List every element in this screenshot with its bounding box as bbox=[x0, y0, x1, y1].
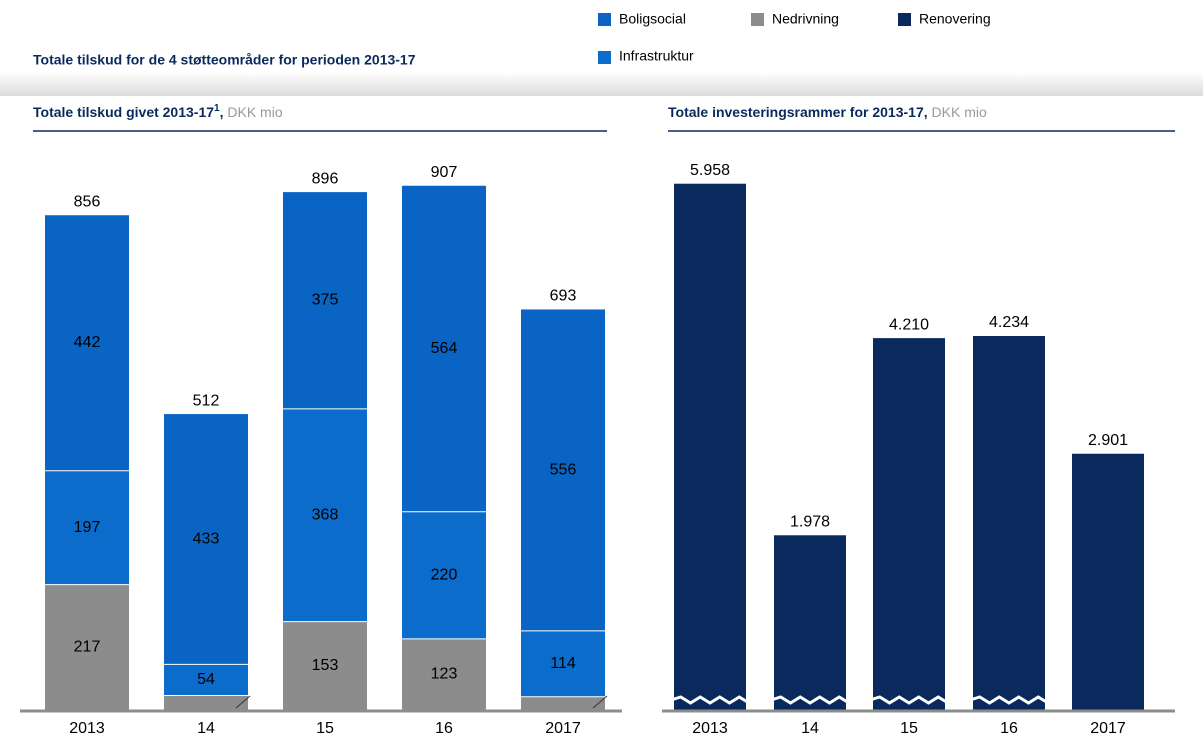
legend-label: Infrastruktur bbox=[619, 48, 694, 64]
total-label: 907 bbox=[431, 164, 458, 181]
x-tick-label: 2017 bbox=[545, 720, 581, 737]
x-tick-label: 16 bbox=[1000, 720, 1018, 737]
bar-segment bbox=[283, 408, 367, 622]
axis-break bbox=[969, 695, 1049, 705]
bar-segment bbox=[164, 695, 248, 710]
legend-swatch bbox=[598, 51, 611, 64]
x-tick-label: 2017 bbox=[1090, 720, 1126, 737]
data-label: 220 bbox=[431, 567, 458, 584]
bar-segment bbox=[283, 621, 367, 710]
bar-segment bbox=[402, 185, 486, 512]
data-label: 556 bbox=[550, 461, 577, 478]
legend-swatch bbox=[898, 13, 911, 26]
break-slash bbox=[235, 695, 251, 709]
x-tick-label: 15 bbox=[900, 720, 918, 737]
x-tick-label: 2013 bbox=[692, 720, 728, 737]
legend-swatch bbox=[598, 13, 611, 26]
panel-title: Totale investeringsrammer for 2013-17, D… bbox=[668, 104, 987, 120]
bar bbox=[774, 535, 846, 710]
data-label: 564 bbox=[431, 340, 458, 357]
legend-swatch bbox=[751, 13, 764, 26]
data-label: 1.978 bbox=[790, 513, 830, 530]
axis-break bbox=[770, 695, 850, 705]
x-tick-label: 14 bbox=[197, 720, 215, 737]
panel-title-text: Totale tilskud givet 2013-17 bbox=[33, 104, 214, 120]
data-label: 433 bbox=[193, 530, 220, 547]
bar-segment bbox=[45, 470, 129, 585]
bar bbox=[674, 183, 746, 710]
x-tick-label: 14 bbox=[801, 720, 819, 737]
data-label: 442 bbox=[74, 334, 101, 351]
bar-segment bbox=[164, 414, 248, 665]
panel-title: Totale tilskud givet 2013-171, DKK mio bbox=[33, 103, 283, 120]
footnote-mark: 1 bbox=[214, 103, 220, 114]
data-label: 4.234 bbox=[989, 314, 1029, 331]
legend: Boligsocial Nedrivning Renovering Infras… bbox=[598, 11, 991, 64]
legend-label: Renovering bbox=[919, 11, 991, 27]
bar-segment bbox=[283, 192, 367, 409]
panel-title-text: Totale investeringsrammer for 2013-17, bbox=[668, 104, 928, 120]
bar bbox=[1072, 453, 1144, 710]
bar bbox=[873, 338, 945, 710]
break-slash bbox=[592, 695, 608, 709]
bar-segment bbox=[521, 630, 605, 697]
data-label: 153 bbox=[312, 657, 339, 674]
x-tick-label: 2013 bbox=[69, 720, 105, 737]
axis-break bbox=[869, 695, 949, 705]
bar-segment bbox=[164, 664, 248, 696]
total-label: 896 bbox=[312, 170, 339, 187]
bar-segment bbox=[521, 696, 605, 710]
data-label: 368 bbox=[312, 506, 339, 523]
bar-segment bbox=[521, 309, 605, 631]
legend-label: Boligsocial bbox=[619, 11, 686, 27]
legend-label: Nedrivning bbox=[772, 11, 839, 27]
unit: DKK mio bbox=[227, 104, 282, 120]
data-label: 197 bbox=[74, 519, 101, 536]
title-sep: , bbox=[220, 104, 224, 120]
header-band bbox=[0, 72, 1203, 96]
x-tick-label: 16 bbox=[435, 720, 453, 737]
total-label: 693 bbox=[550, 288, 577, 305]
bar-segment bbox=[402, 638, 486, 710]
bar-segment bbox=[45, 215, 129, 471]
total-label: 512 bbox=[193, 392, 220, 409]
data-label: 54 bbox=[197, 671, 215, 688]
data-label: 217 bbox=[74, 639, 101, 656]
page-title: Totale tilskud for de 4 støtteområder fo… bbox=[33, 52, 416, 68]
data-label: 5.958 bbox=[690, 162, 730, 179]
unit: DKK mio bbox=[932, 104, 987, 120]
data-label: 123 bbox=[431, 666, 458, 683]
data-label: 4.210 bbox=[889, 316, 929, 333]
bar-segment bbox=[402, 511, 486, 639]
data-label: 375 bbox=[312, 292, 339, 309]
axis-break bbox=[670, 695, 750, 705]
bar bbox=[973, 335, 1045, 710]
bar-segment bbox=[45, 584, 129, 710]
x-tick-label: 15 bbox=[316, 720, 334, 737]
total-label: 856 bbox=[74, 193, 101, 210]
data-label: 114 bbox=[550, 655, 576, 672]
data-label: 2.901 bbox=[1088, 432, 1128, 449]
